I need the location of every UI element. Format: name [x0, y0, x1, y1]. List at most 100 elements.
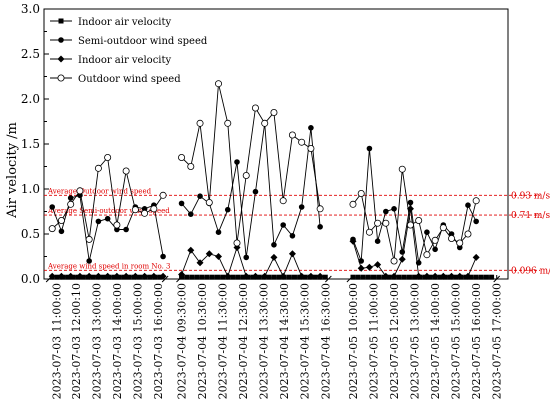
data-point [94, 164, 102, 172]
data-point [196, 119, 204, 127]
data-point [58, 228, 65, 235]
data-point [204, 274, 210, 280]
reference-value-label: 0.71 m/s [511, 211, 550, 221]
x-tick-label: 2023-07-05 12:00:00 [388, 283, 401, 399]
data-point [350, 274, 356, 280]
data-point [271, 274, 277, 280]
data-point [382, 272, 390, 280]
data-point [224, 272, 232, 280]
data-point [401, 274, 407, 280]
data-point [150, 272, 158, 280]
data-point [406, 274, 412, 280]
data-point [279, 272, 287, 280]
axes: 0.0 0.5 1.0 1.5 2.0 2.5 3.0 2023-07-03 11:00:00… [21, 2, 509, 399]
x-tick-label: 2023-07-04 13:30:00 [258, 283, 271, 399]
data-point [224, 119, 232, 127]
data-point [104, 215, 111, 222]
data-point [371, 274, 377, 280]
data-point [242, 272, 250, 280]
data-point [194, 274, 200, 280]
data-point [355, 274, 361, 280]
data-point [209, 274, 215, 280]
data-point [131, 272, 139, 280]
data-point [57, 55, 65, 63]
data-point [111, 274, 117, 280]
data-point [478, 274, 484, 280]
data-point [298, 138, 306, 146]
data-point [468, 274, 474, 280]
data-point [398, 165, 406, 173]
data-point [178, 271, 186, 278]
data-point [415, 272, 423, 280]
data-point [308, 125, 314, 131]
data-point [489, 274, 495, 280]
series-line [181, 123, 321, 258]
data-point [366, 145, 373, 152]
data-point [360, 274, 366, 280]
data-point [431, 236, 439, 244]
series-line [181, 83, 321, 244]
legend-label: Indoor air velocity [78, 17, 172, 28]
data-point [302, 274, 308, 280]
data-point [187, 162, 195, 170]
data-point [67, 195, 74, 201]
data-point [456, 239, 464, 247]
data-point [251, 272, 259, 280]
data-point [431, 272, 439, 280]
data-point [280, 222, 286, 228]
x-tick-label: 2023-07-05 17:00:00 [491, 283, 504, 399]
data-point [86, 258, 92, 264]
data-point [187, 246, 195, 254]
data-point [67, 272, 75, 280]
data-point [374, 261, 382, 269]
data-point [357, 264, 365, 272]
data-point [473, 218, 479, 225]
data-point [374, 238, 381, 244]
data-point [215, 229, 222, 235]
x-tick-label: 2023-07-04 09:30:00 [176, 283, 189, 399]
y-tick-label: 0.0 [21, 272, 40, 286]
x-tick-label: 2023-07-03 12:00:10 [70, 283, 83, 399]
data-point [252, 188, 259, 195]
data-point [464, 272, 472, 280]
data-point [357, 189, 365, 197]
data-point [391, 206, 397, 212]
data-point [390, 272, 398, 280]
data-point [178, 200, 185, 207]
data-point [453, 274, 459, 280]
data-point [312, 274, 318, 280]
data-point [316, 205, 324, 213]
data-point [407, 199, 414, 206]
series-line [352, 169, 477, 262]
x-tick-label: 2023-07-05 11:00:00 [368, 283, 381, 399]
data-point [307, 272, 315, 280]
data-point [298, 272, 306, 280]
data-point [298, 204, 305, 210]
legend: Indoor air velocity Semi-outdoor wind spe… [50, 17, 208, 85]
data-point [150, 205, 158, 213]
data-point [76, 187, 84, 195]
x-tick-label: 2023-07-03 15:00:00 [131, 283, 144, 399]
data-point [205, 198, 213, 206]
data-point [67, 200, 75, 208]
data-point [187, 211, 194, 217]
data-point [349, 237, 357, 245]
data-point [424, 229, 430, 235]
y-tick-label: 2.5 [21, 47, 40, 61]
data-point [65, 274, 71, 280]
data-point [104, 153, 112, 161]
data-point [57, 216, 65, 224]
data-series [48, 80, 495, 280]
data-point [141, 272, 149, 280]
data-point [159, 272, 167, 280]
data-point [159, 191, 167, 199]
data-point [456, 272, 464, 280]
data-point [256, 274, 262, 280]
x-tick-label: 2023-07-05 13:00:00 [409, 283, 422, 399]
data-point [230, 274, 236, 280]
series-line [352, 208, 477, 277]
data-point [131, 206, 139, 214]
y-axis-label: Air velocity /m [5, 122, 20, 219]
y-tick-label: 1.5 [21, 137, 40, 151]
data-point [189, 274, 195, 280]
